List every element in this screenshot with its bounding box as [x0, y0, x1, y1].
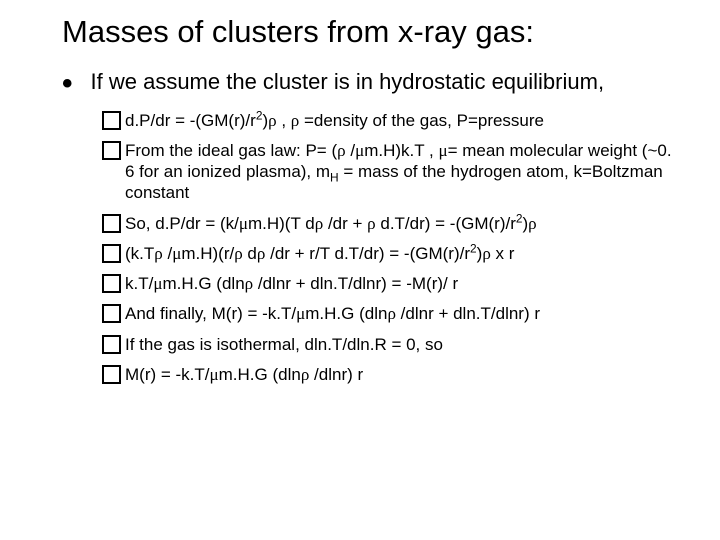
list-item: And finally, M(r) = -k.T/μm.H.G (dlnρ /d…: [102, 303, 680, 324]
list-item: So, d.P/dr = (k/μm.H)(T dρ /dr + ρ d.T/d…: [102, 213, 680, 234]
item-text: If the gas is isothermal, dln.T/dln.R = …: [125, 334, 443, 355]
items-list: d.P/dr = -(GM(r)/r2)ρ , ρ =density of th…: [102, 110, 680, 386]
list-item: From the ideal gas law: P= (ρ /μm.H)k.T …: [102, 140, 680, 204]
body-row: • If we assume the cluster is in hydrost…: [62, 68, 680, 110]
item-text: k.T/μm.H.G (dlnρ /dlnr + dln.T/dlnr) = -…: [125, 273, 458, 294]
list-item: k.T/μm.H.G (dlnρ /dlnr + dln.T/dlnr) = -…: [102, 273, 680, 294]
list-item: d.P/dr = -(GM(r)/r2)ρ , ρ =density of th…: [102, 110, 680, 131]
checkbox-icon: [102, 335, 121, 354]
checkbox-icon: [102, 304, 121, 323]
list-item: If the gas is isothermal, dln.T/dln.R = …: [102, 334, 680, 355]
checkbox-icon: [102, 141, 121, 160]
slide: Masses of clusters from x-ray gas: • If …: [0, 0, 720, 385]
checkbox-icon: [102, 214, 121, 233]
item-text: (k.Tρ /μm.H)(r/ρ dρ /dr + r/T d.T/dr) = …: [125, 243, 514, 264]
list-item: M(r) = -k.T/μm.H.G (dlnρ /dlnr) r: [102, 364, 680, 385]
checkbox-icon: [102, 274, 121, 293]
checkbox-icon: [102, 244, 121, 263]
checkbox-icon: [102, 111, 121, 130]
item-text: M(r) = -k.T/μm.H.G (dlnρ /dlnr) r: [125, 364, 363, 385]
body-content: If we assume the cluster is in hydrostat…: [91, 68, 605, 110]
item-text: d.P/dr = -(GM(r)/r2)ρ , ρ =density of th…: [125, 110, 544, 131]
slide-title: Masses of clusters from x-ray gas:: [62, 14, 680, 50]
checkbox-icon: [102, 365, 121, 384]
item-text: So, d.P/dr = (k/μm.H)(T dρ /dr + ρ d.T/d…: [125, 213, 537, 234]
item-text: And finally, M(r) = -k.T/μm.H.G (dlnρ /d…: [125, 303, 540, 324]
bullet-icon: •: [62, 74, 73, 94]
item-text: From the ideal gas law: P= (ρ /μm.H)k.T …: [125, 140, 680, 204]
list-item: (k.Tρ /μm.H)(r/ρ dρ /dr + r/T d.T/dr) = …: [102, 243, 680, 264]
intro-text: If we assume the cluster is in hydrostat…: [91, 68, 605, 96]
